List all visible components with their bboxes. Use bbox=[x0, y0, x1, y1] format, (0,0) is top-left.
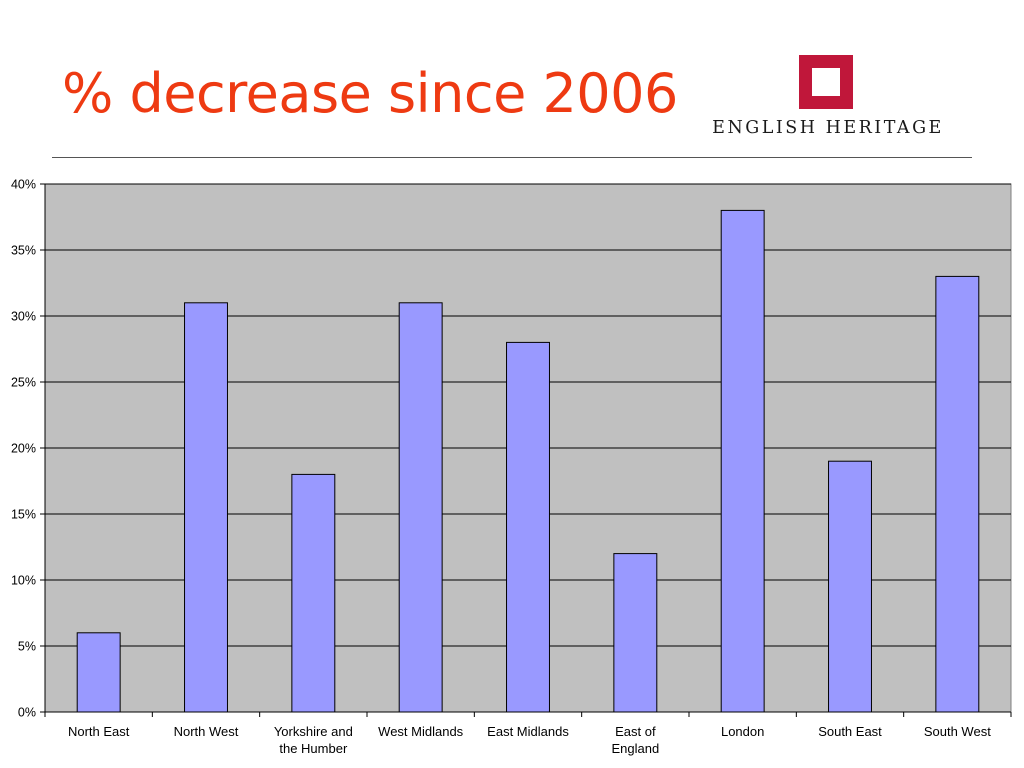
bar-east-of-england bbox=[613, 553, 658, 713]
bar-north-west bbox=[184, 302, 228, 713]
x-category-label: South West bbox=[924, 724, 991, 739]
y-tick-label: 20% bbox=[11, 442, 36, 456]
y-tick-label: 35% bbox=[11, 244, 36, 258]
slide-title: % decrease since 2006 bbox=[62, 62, 678, 125]
bar-south-east bbox=[828, 460, 872, 713]
y-tick-label: 25% bbox=[11, 376, 36, 390]
x-category-label: North East bbox=[68, 724, 130, 739]
x-category-label: Yorkshire and the Humber bbox=[274, 724, 353, 756]
x-category-label: London bbox=[721, 724, 764, 739]
y-tick-label: 10% bbox=[11, 574, 36, 588]
english-heritage-portcullis-icon bbox=[799, 55, 853, 109]
x-category-label: South East bbox=[818, 724, 882, 739]
x-category-label: West Midlands bbox=[378, 724, 464, 739]
y-tick-label: 30% bbox=[11, 310, 36, 324]
y-tick-label: 0% bbox=[18, 706, 36, 720]
bar-south-west bbox=[935, 275, 980, 713]
bar-london bbox=[720, 209, 765, 713]
english-heritage-logo: ENGLISH HERITAGE bbox=[686, 52, 970, 142]
x-category-label: East Midlands bbox=[487, 724, 569, 739]
bar-yorkshire-and-the-humber bbox=[291, 473, 336, 713]
x-category-label: East of England bbox=[611, 724, 659, 756]
bar-north-east bbox=[76, 632, 121, 713]
title-divider bbox=[52, 157, 972, 158]
y-tick-label: 5% bbox=[18, 640, 36, 654]
logo-wordmark: ENGLISH HERITAGE bbox=[712, 118, 944, 138]
bar-west-midlands bbox=[398, 302, 443, 713]
y-tick-label: 40% bbox=[11, 178, 36, 192]
bar-east-midlands bbox=[506, 341, 550, 713]
x-category-label: North West bbox=[174, 724, 239, 739]
y-tick-label: 15% bbox=[11, 508, 36, 522]
